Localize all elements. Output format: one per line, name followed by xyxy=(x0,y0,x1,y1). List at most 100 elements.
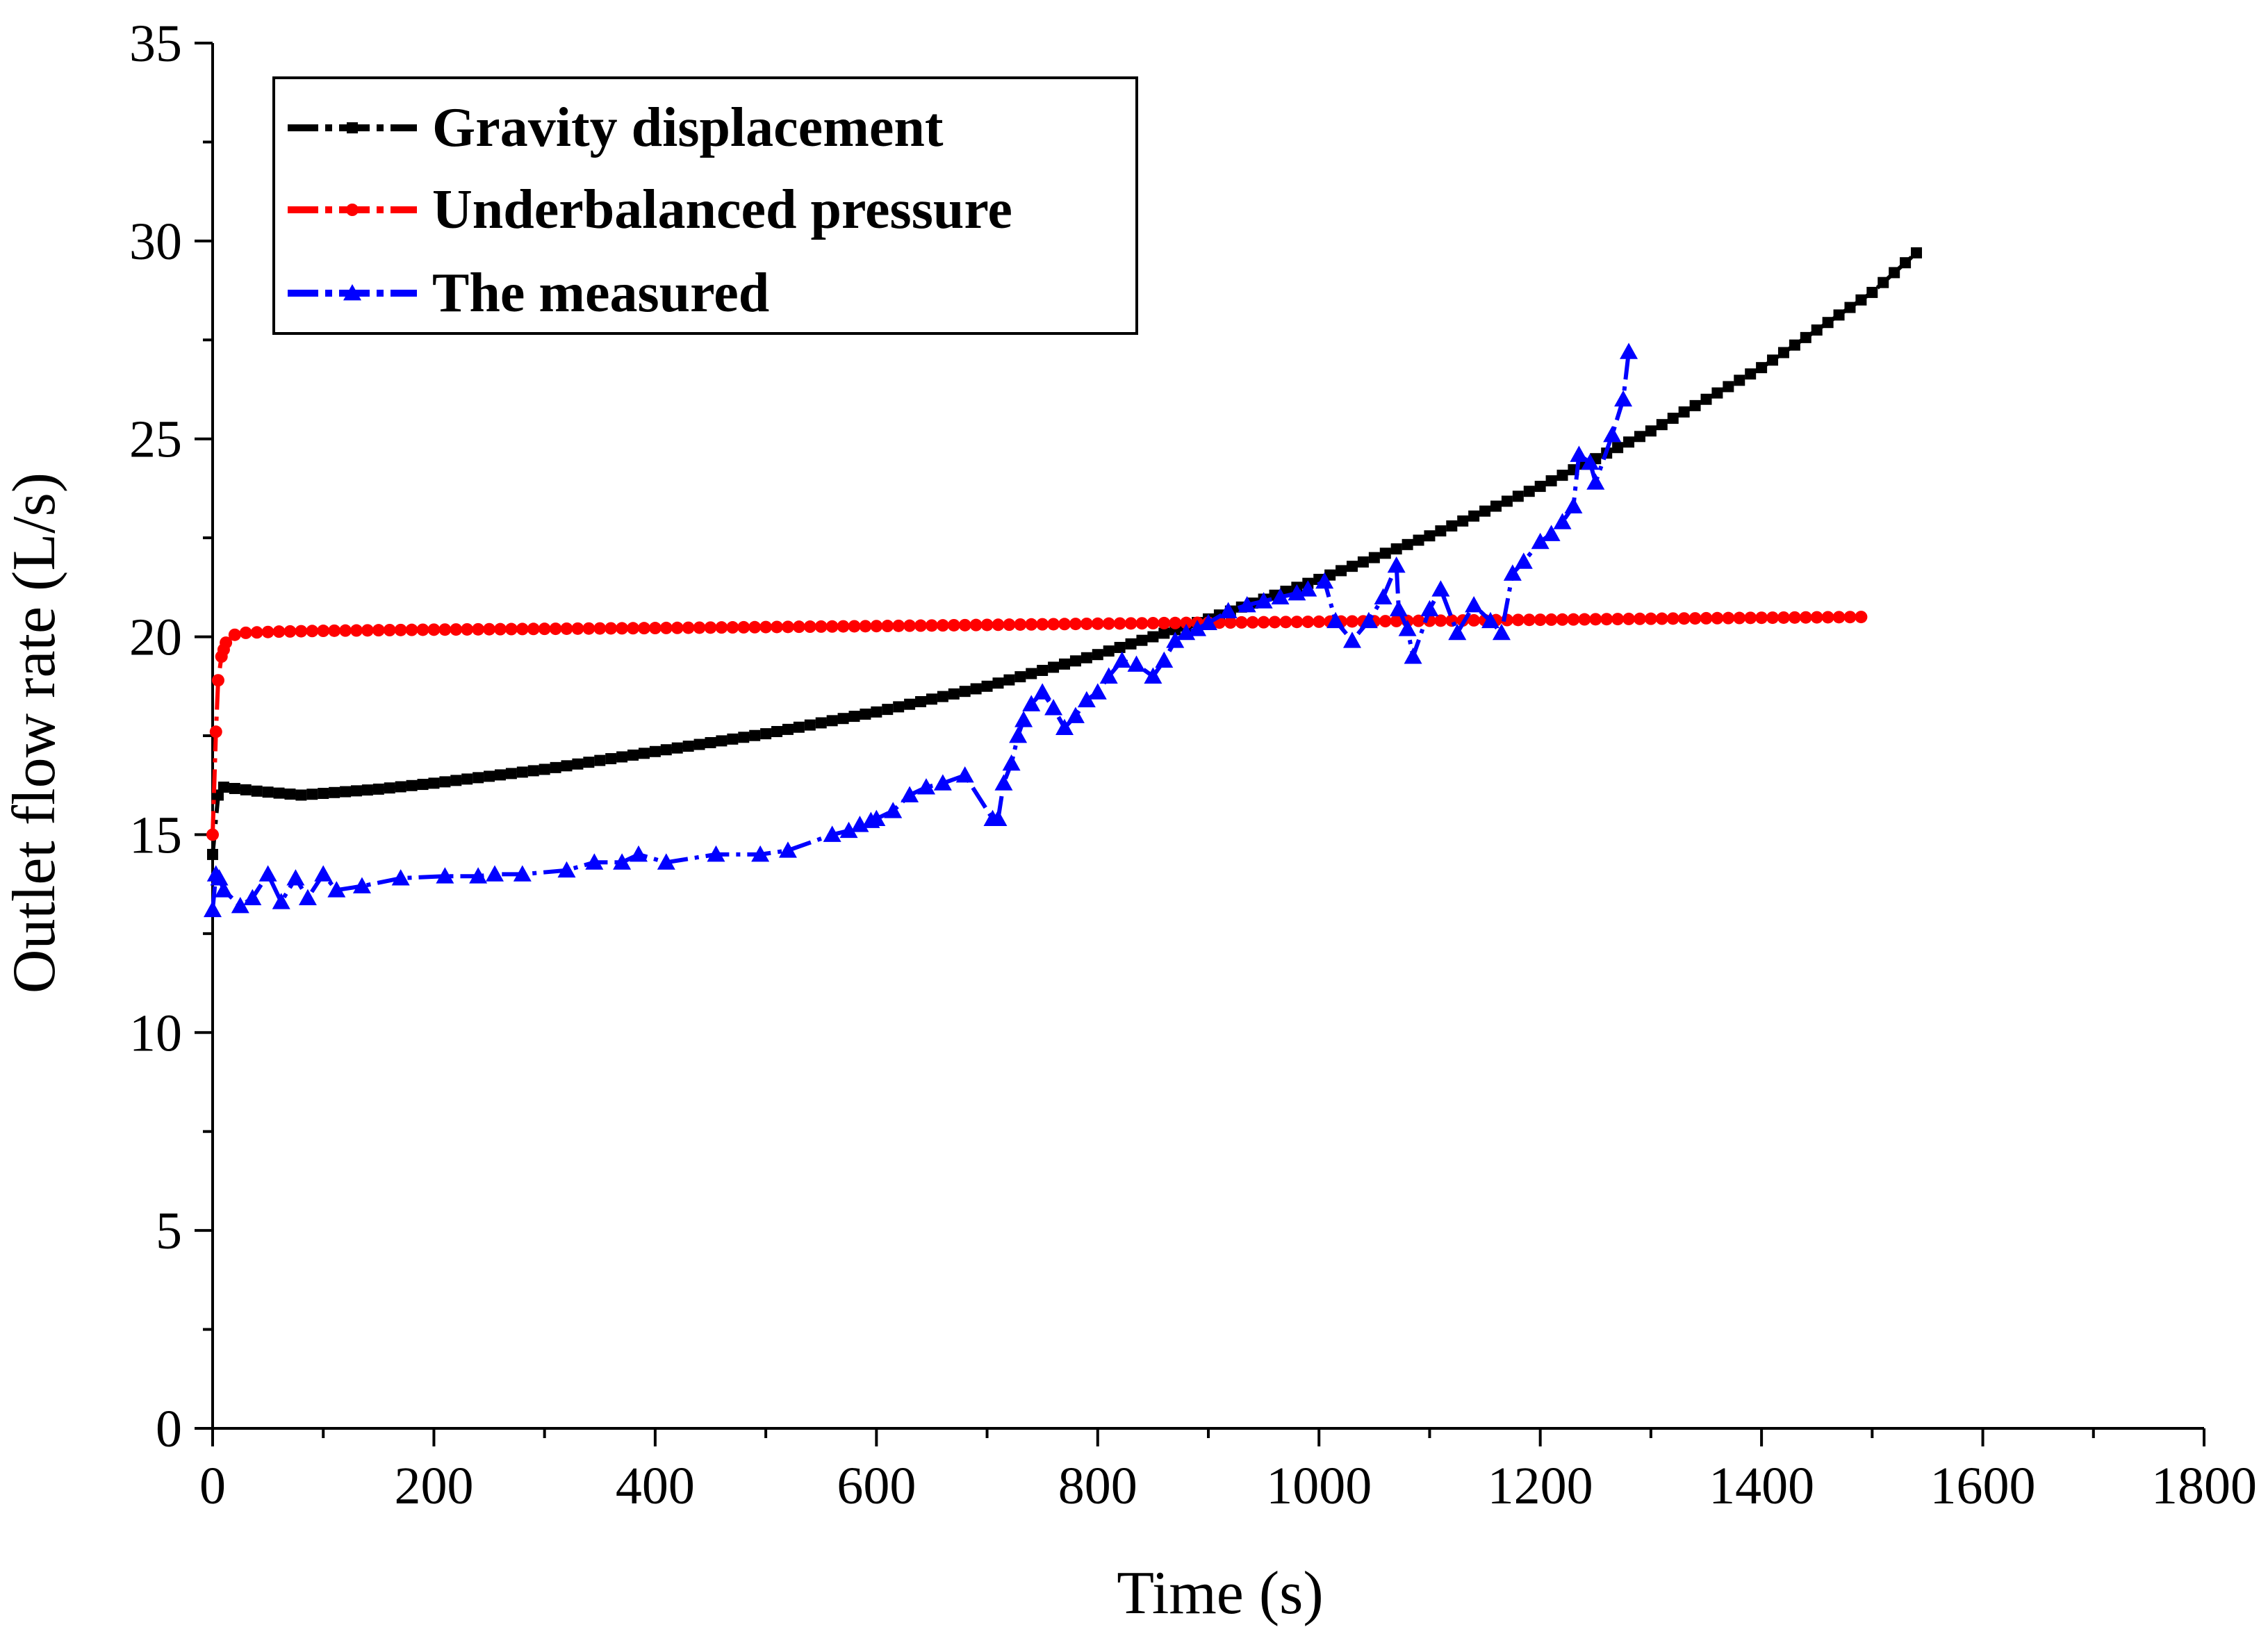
axes: 0 200 400 600 800 1000 1200 1400 1600 1800 0 5 10 15 2… xyxy=(129,15,2257,1515)
data-point xyxy=(1158,616,1171,629)
legend-entry-underbalanced-pressure: Underbalanced pressure xyxy=(288,179,1012,240)
data-point xyxy=(1855,294,1867,306)
data-point xyxy=(1169,616,1182,629)
data-point xyxy=(705,736,716,748)
data-point xyxy=(1614,390,1633,407)
y-tick-label: 10 xyxy=(129,1004,182,1062)
data-point xyxy=(804,719,816,731)
data-point xyxy=(395,781,406,793)
data-point xyxy=(704,621,717,634)
data-point xyxy=(1390,543,1402,555)
data-point xyxy=(781,620,794,634)
data-point xyxy=(513,865,532,882)
data-point xyxy=(738,732,750,743)
data-point xyxy=(1080,617,1093,630)
data-point xyxy=(273,787,285,799)
data-point xyxy=(298,889,317,905)
data-point xyxy=(1766,611,1780,625)
legend-sample-underbalanced-pressure xyxy=(288,204,417,216)
data-point xyxy=(1581,453,1600,470)
data-point xyxy=(1545,475,1557,487)
data-point xyxy=(881,620,894,633)
data-point xyxy=(1402,538,1413,550)
data-point xyxy=(1511,613,1525,627)
data-point xyxy=(1734,374,1745,386)
data-point xyxy=(1166,632,1185,648)
data-point xyxy=(350,624,363,637)
data-point xyxy=(1125,638,1137,650)
x-tick-label: 400 xyxy=(616,1457,695,1515)
data-point xyxy=(1586,473,1605,490)
data-point xyxy=(904,698,916,710)
data-point xyxy=(339,624,352,637)
data-point xyxy=(936,619,949,632)
data-point xyxy=(726,621,739,634)
data-point xyxy=(372,783,384,795)
data-point xyxy=(1033,683,1052,700)
data-point xyxy=(823,825,841,842)
data-point xyxy=(1180,616,1193,629)
data-point xyxy=(627,622,640,635)
data-point xyxy=(228,628,241,641)
data-point xyxy=(417,779,429,791)
data-point xyxy=(1556,470,1568,481)
data-point xyxy=(1113,617,1126,630)
data-point xyxy=(295,625,308,638)
data-point xyxy=(1003,618,1016,632)
data-point xyxy=(1219,602,1238,618)
x-tick-label: 800 xyxy=(1058,1457,1137,1515)
data-point xyxy=(605,622,618,635)
data-point xyxy=(1135,617,1149,630)
data-point xyxy=(867,809,886,827)
data-point xyxy=(1066,707,1085,723)
legend-label-underbalanced-pressure: Underbalanced pressure xyxy=(432,179,1012,240)
data-point xyxy=(286,869,305,886)
y-axis-title: Outlet flow rate (L/s) xyxy=(1,472,68,993)
data-point xyxy=(239,626,252,639)
data-point xyxy=(1622,612,1636,625)
data-point xyxy=(594,754,606,766)
data-point xyxy=(1036,618,1049,631)
data-point xyxy=(1448,623,1467,641)
data-point xyxy=(649,745,661,757)
data-point xyxy=(871,706,882,718)
data-point xyxy=(1080,652,1092,663)
data-point xyxy=(1811,324,1823,336)
data-point xyxy=(803,620,816,634)
data-point xyxy=(1866,286,1878,298)
data-point xyxy=(1603,426,1622,443)
data-point xyxy=(1744,611,1757,625)
data-point xyxy=(1158,627,1170,639)
data-point xyxy=(915,696,927,708)
data-point xyxy=(561,760,573,772)
data-point xyxy=(383,624,396,637)
data-point xyxy=(406,779,418,791)
data-point xyxy=(258,865,277,882)
data-point xyxy=(860,708,871,720)
data-point xyxy=(211,674,224,687)
data-point xyxy=(1644,612,1657,625)
data-point xyxy=(1346,561,1358,572)
data-point xyxy=(1531,532,1550,550)
data-point xyxy=(992,618,1005,632)
y-tick-label: 25 xyxy=(129,411,182,469)
data-point xyxy=(340,786,352,798)
data-point xyxy=(251,785,263,797)
data-point xyxy=(391,869,410,886)
data-point xyxy=(317,625,330,638)
data-point xyxy=(1832,611,1846,624)
data-point xyxy=(1003,674,1015,686)
data-point xyxy=(1756,362,1768,374)
x-tick-label: 1600 xyxy=(1930,1457,2036,1515)
data-point xyxy=(825,620,839,633)
data-point xyxy=(1589,613,1602,626)
data-point xyxy=(1099,667,1118,684)
data-point xyxy=(1047,618,1060,631)
x-tick-label: 1200 xyxy=(1488,1457,1593,1515)
data-point xyxy=(848,620,861,633)
data-point xyxy=(693,738,705,750)
data-point xyxy=(494,769,506,781)
data-point xyxy=(295,789,307,801)
data-point xyxy=(318,788,329,800)
data-point xyxy=(1144,667,1162,684)
